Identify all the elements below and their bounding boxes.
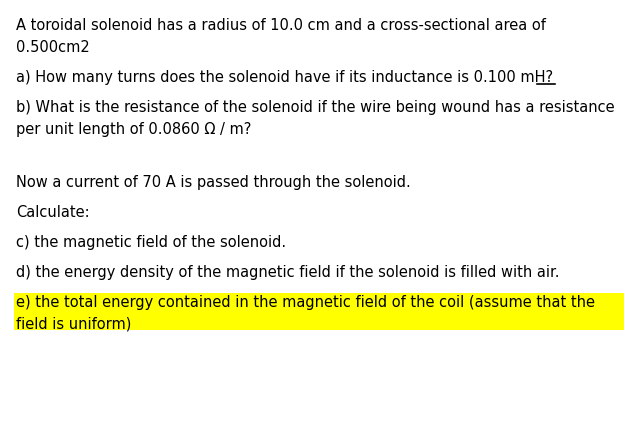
Text: d) the energy density of the magnetic field if the solenoid is filled with air.: d) the energy density of the magnetic fi… [16,265,560,280]
Text: A toroidal solenoid has a radius of 10.0 cm and a cross-sectional area of
0.500c: A toroidal solenoid has a radius of 10.0… [16,18,546,54]
Text: c) the magnetic field of the solenoid.: c) the magnetic field of the solenoid. [16,235,286,250]
Text: e) the total energy contained in the magnetic field of the coil (assume that the: e) the total energy contained in the mag… [16,295,595,332]
Text: Calculate:: Calculate: [16,205,89,220]
Bar [14,293,624,329]
Text: a) How many turns does the solenoid have if its inductance is 0.100 mH?: a) How many turns does the solenoid have… [16,70,553,85]
Text: b) What is the resistance of the solenoid if the wire being wound has a resistan: b) What is the resistance of the solenoi… [16,100,614,136]
Text: Now a current of 70 A is passed through the solenoid.: Now a current of 70 A is passed through … [16,175,411,190]
